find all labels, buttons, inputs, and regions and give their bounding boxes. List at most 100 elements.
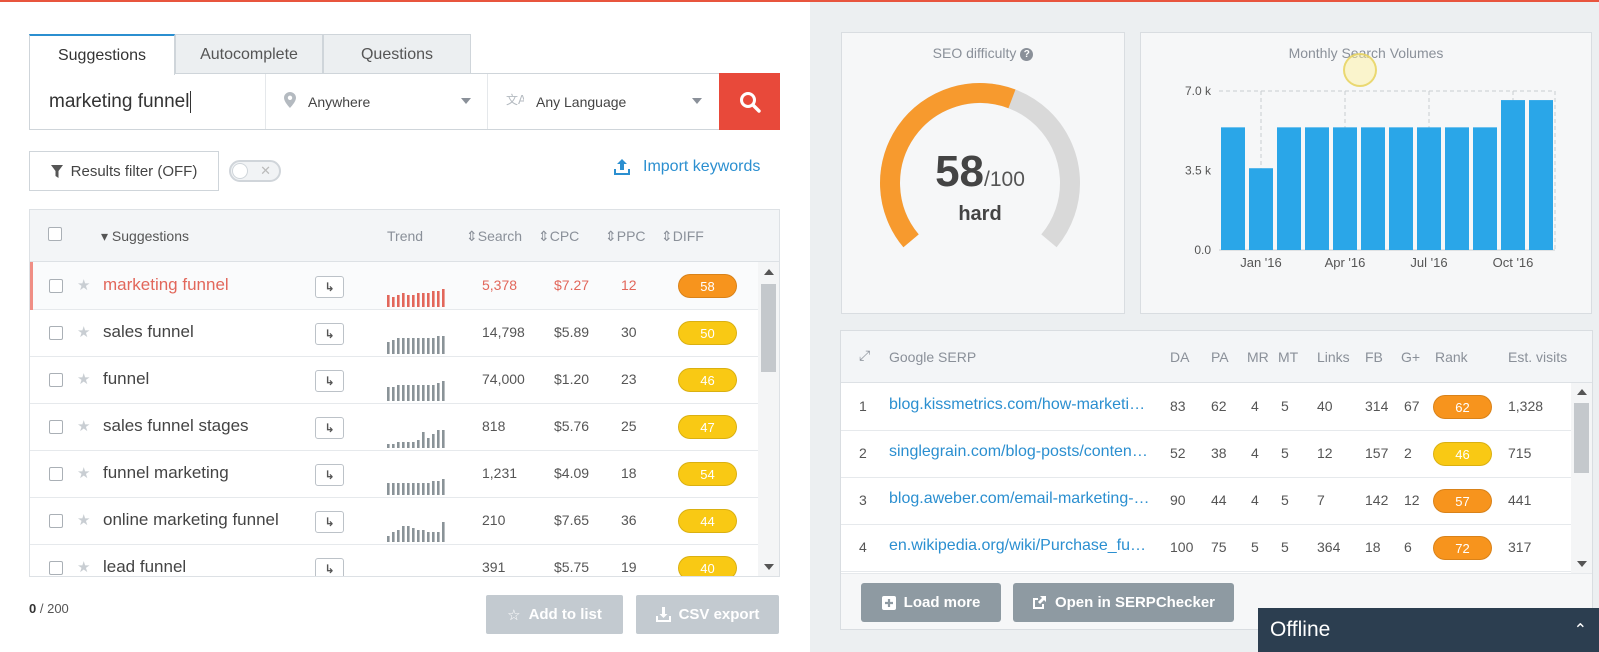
row-checkbox[interactable] [49, 467, 63, 481]
keyword-row[interactable]: ★ online marketing funnel ↳ 210 $7.65 36 44 [30, 497, 759, 545]
column-cpc[interactable]: ⇕CPC [538, 228, 580, 244]
serp-row: 3 blog.aweber.com/email-marketing-funnel 9… [841, 477, 1572, 525]
column-search[interactable]: ⇕Search [466, 228, 523, 244]
star-icon[interactable]: ★ [77, 324, 91, 341]
keyword-input-value: marketing funnel [49, 90, 190, 112]
column-diff[interactable]: ⇕DIFF [661, 228, 704, 244]
scrollbar-thumb[interactable] [1574, 403, 1589, 473]
results-filter-button[interactable]: Results filter (OFF) [29, 151, 219, 191]
row-checkbox[interactable] [49, 514, 63, 528]
star-icon[interactable]: ★ [77, 371, 91, 388]
filter-toggle[interactable]: ✕ [229, 160, 281, 182]
help-icon[interactable]: ? [1020, 48, 1034, 61]
monthly-search-volumes-card: Monthly Search Volumes 0.0 3.5 k 7.0 k Jan … [1140, 32, 1592, 314]
tab-autocomplete[interactable]: Autocomplete [175, 34, 323, 74]
cell-ppc: 19 [621, 559, 637, 575]
trend-bar [402, 442, 405, 448]
plus-square-icon [881, 595, 896, 610]
keyword-input[interactable]: marketing funnel [30, 74, 266, 129]
location-select[interactable]: Anywhere [266, 74, 488, 129]
open-in-serpchecker-button[interactable]: Open in SERPChecker [1013, 583, 1234, 622]
keyword-text[interactable]: marketing funnel [103, 275, 229, 294]
keyword-row[interactable]: ★ lead funnel ↳ 391 $5.75 19 40 [30, 544, 759, 576]
volume-bar [1333, 127, 1357, 250]
use-keyword-arrow-icon[interactable]: ↳ [315, 511, 344, 533]
translate-icon: 文A [506, 92, 527, 112]
language-select[interactable]: 文A Any Language [488, 74, 718, 129]
column-mt[interactable]: MT [1278, 349, 1299, 365]
use-keyword-arrow-icon[interactable]: ↳ [315, 370, 344, 392]
keyword-row[interactable]: ★ sales funnel stages ↳ 818 $5.76 25 47 [30, 403, 759, 451]
keyword-text[interactable]: sales funnel stages [103, 416, 249, 435]
trend-bar [437, 430, 440, 448]
location-pin-icon [284, 91, 296, 112]
column-est-visits[interactable]: Est. visits [1508, 349, 1568, 365]
expand-icon[interactable]: ⤢ [859, 347, 871, 363]
star-icon[interactable]: ★ [77, 277, 91, 294]
column-da[interactable]: DA [1170, 349, 1190, 365]
trend-bar [442, 479, 445, 495]
row-checkbox[interactable] [49, 326, 63, 340]
difficulty-badge: 40 [678, 556, 737, 576]
row-checkbox[interactable] [49, 373, 63, 387]
scroll-down-icon[interactable] [764, 564, 774, 570]
keyword-text[interactable]: sales funnel [103, 322, 194, 341]
keyword-text[interactable]: online marketing funnel [103, 510, 279, 529]
csv-export-button[interactable]: CSV export [636, 595, 779, 634]
trend-bar [407, 526, 410, 542]
star-icon[interactable]: ★ [77, 512, 91, 529]
scroll-up-icon[interactable] [1577, 389, 1587, 395]
column-suggestions[interactable]: ▾ Suggestions [101, 228, 189, 244]
trend-bar [422, 530, 425, 542]
keyword-text[interactable]: lead funnel [103, 557, 187, 576]
scroll-down-icon[interactable] [1577, 561, 1587, 567]
scroll-up-icon[interactable] [764, 269, 774, 275]
download-icon [655, 607, 671, 622]
column-gplus[interactable]: G+ [1401, 349, 1421, 365]
use-keyword-arrow-icon[interactable]: ↳ [315, 417, 344, 439]
load-more-button[interactable]: Load more [861, 583, 1001, 622]
keyword-row[interactable]: ★ funnel marketing ↳ 1,231 $4.09 18 54 [30, 450, 759, 498]
column-mr[interactable]: MR [1247, 349, 1269, 365]
import-keywords-link[interactable]: Import keywords [613, 158, 760, 176]
serp-scrollbar[interactable] [1571, 383, 1592, 573]
search-button[interactable] [719, 73, 780, 130]
volume-bar [1417, 127, 1441, 250]
language-value: Any Language [536, 93, 627, 110]
tab-questions[interactable]: Questions [323, 34, 471, 74]
chat-widget[interactable]: Offline ⌃ [1258, 608, 1599, 652]
column-ppc[interactable]: ⇕PPC [605, 228, 646, 244]
serp-url[interactable]: en.wikipedia.org/wiki/Purchase_funnel [889, 537, 1151, 554]
keyword-row[interactable]: ★ marketing funnel ↳ 5,378 $7.27 12 58 [30, 262, 759, 310]
serp-url[interactable]: singlegrain.com/blog-posts/content-marke… [889, 443, 1151, 460]
keyword-text[interactable]: funnel [103, 369, 150, 388]
row-checkbox[interactable] [49, 420, 63, 434]
keyword-text[interactable]: funnel marketing [103, 463, 229, 482]
use-keyword-arrow-icon[interactable]: ↳ [315, 464, 344, 486]
csv-export-label: CSV export [678, 606, 760, 623]
use-keyword-arrow-icon[interactable]: ↳ [315, 276, 344, 298]
row-checkbox[interactable] [49, 561, 63, 575]
use-keyword-arrow-icon[interactable]: ↳ [315, 558, 344, 576]
keyword-table-scrollbar[interactable] [758, 262, 779, 576]
column-rank[interactable]: Rank [1435, 349, 1468, 365]
keyword-row[interactable]: ★ funnel ↳ 74,000 $1.20 23 46 [30, 356, 759, 404]
chevron-up-icon[interactable]: ⌃ [1573, 622, 1587, 639]
select-all-checkbox[interactable] [48, 227, 62, 241]
scrollbar-thumb[interactable] [761, 284, 776, 372]
column-fb[interactable]: FB [1365, 349, 1383, 365]
star-icon[interactable]: ★ [77, 418, 91, 435]
star-icon[interactable]: ★ [77, 465, 91, 482]
row-checkbox[interactable] [49, 279, 63, 293]
keyword-row[interactable]: ★ sales funnel ↳ 14,798 $5.89 30 50 [30, 309, 759, 357]
add-to-list-button[interactable]: ☆ Add to list [486, 595, 623, 634]
serp-url[interactable]: blog.aweber.com/email-marketing-funnel [889, 490, 1151, 507]
trend-bar [397, 338, 400, 354]
tab-suggestions[interactable]: Suggestions [29, 34, 175, 75]
use-keyword-arrow-icon[interactable]: ↳ [315, 323, 344, 345]
column-pa[interactable]: PA [1211, 349, 1229, 365]
star-icon[interactable]: ★ [77, 559, 91, 576]
column-links[interactable]: Links [1317, 349, 1350, 365]
column-google-serp: Google SERP [889, 349, 977, 365]
serp-url[interactable]: blog.kissmetrics.com/how-marketing-funne… [889, 396, 1151, 413]
